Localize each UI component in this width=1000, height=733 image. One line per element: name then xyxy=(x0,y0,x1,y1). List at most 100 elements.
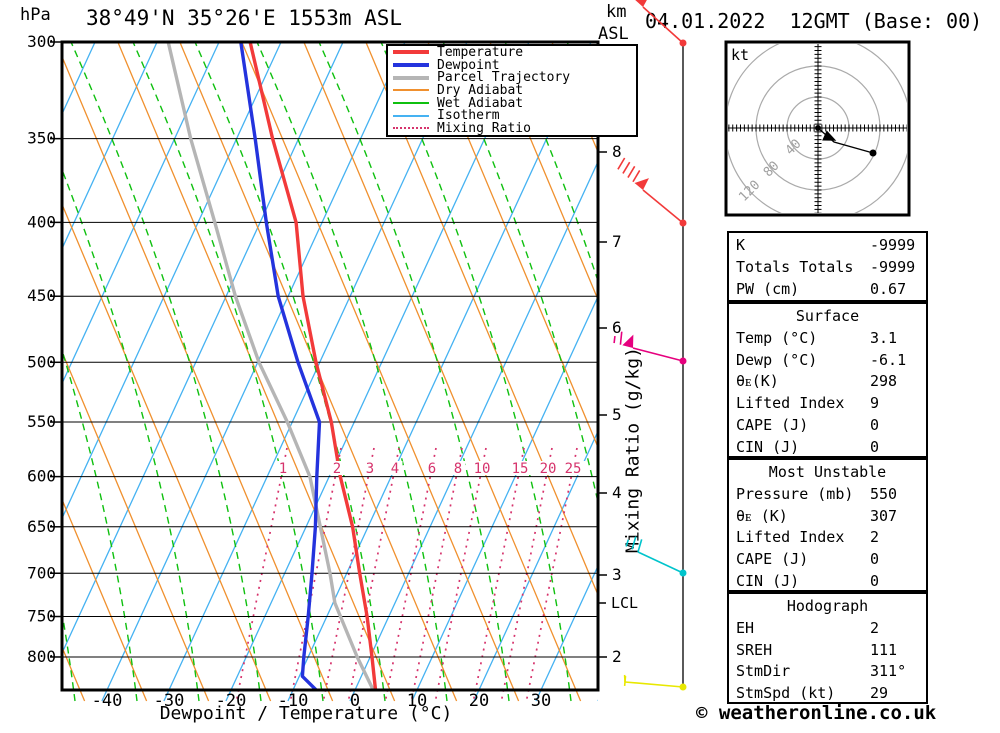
row-label: Totals Totals xyxy=(736,257,854,276)
km-tick-label: 7 xyxy=(612,232,622,251)
mixing-ratio-value-label: 2 xyxy=(333,461,341,477)
row-value: 311° xyxy=(870,662,907,681)
pressure-tick-label: 700 xyxy=(27,563,56,582)
mixing-ratio-line xyxy=(283,447,288,460)
row-label: θᴇ (K) xyxy=(736,506,788,525)
panel-row: Lifted Index 2 xyxy=(729,527,926,549)
run-datetime: 04.01.2022 12GMT (Base: 00) xyxy=(645,9,983,33)
km-tick-label: 3 xyxy=(612,565,622,584)
panel-title: Hodograph xyxy=(786,597,869,615)
legend-item-dry-adiabat: Dry Adiabat xyxy=(388,82,636,98)
mixing-ratio-line xyxy=(432,447,437,460)
mixing-ratio-line xyxy=(458,447,463,460)
row-value: 111 xyxy=(870,640,898,659)
km-tick-label: 8 xyxy=(612,142,622,161)
legend-label: Temperature xyxy=(437,44,524,60)
isotherm-line xyxy=(163,42,468,702)
plot-frame xyxy=(60,40,600,692)
row-value: 2 xyxy=(870,528,880,547)
mixing-ratio-line xyxy=(472,476,520,701)
mixing-ratio-line xyxy=(525,476,573,701)
mixing-ratio-line xyxy=(520,447,525,460)
row-label: PW (cm) xyxy=(736,279,800,298)
dry-adiabat-line xyxy=(427,42,598,449)
dry-adiabat-line xyxy=(365,42,598,597)
mixing-label-backing xyxy=(329,461,345,475)
wet-adiabat-line xyxy=(442,42,598,506)
dry-adiabat-line xyxy=(241,42,520,702)
parcel-trajectory-curve xyxy=(166,42,375,691)
panel-row: PW (cm) 0.67 xyxy=(729,279,926,301)
temperature-tick-label: -10 xyxy=(278,691,309,711)
legend-swatch xyxy=(393,127,429,130)
panel-row: SREH 111 xyxy=(729,640,926,662)
panel-row: EH 2 xyxy=(729,618,926,640)
legend-label: Dewpoint xyxy=(437,57,500,73)
mixing-ratio-line xyxy=(548,447,553,460)
panel-row: θᴇ (K) 307 xyxy=(729,506,926,528)
row-label: SREH xyxy=(736,640,773,659)
mixing-ratio-value-label: 10 xyxy=(474,461,491,477)
km-tick-label: 4 xyxy=(612,483,622,502)
panel-row: Lifted Index 9 xyxy=(729,393,926,415)
temperature-tick-label: 0 xyxy=(350,691,360,711)
dry-adiabat-line xyxy=(303,42,582,702)
temperature-tick-label: 20 xyxy=(469,691,489,711)
row-value: 307 xyxy=(870,506,898,525)
legend: Temperature Dewpoint Parcel Trajectory Dry … xyxy=(386,44,638,137)
mixing-label-backing xyxy=(424,461,440,475)
dry-adiabat-line xyxy=(62,202,272,702)
row-value: 0 xyxy=(870,415,880,434)
altitude-axis-unit-asl: ASL xyxy=(598,24,629,44)
mixing-ratio-value-label: 1 xyxy=(279,461,287,477)
x-axis-label: Dewpoint / Temperature (°C) xyxy=(159,703,453,724)
isotherm-line xyxy=(62,42,282,520)
row-label: StmSpd (kt) xyxy=(736,684,836,703)
pressure-tick-label: 600 xyxy=(27,467,56,486)
panel-row: StmSpd (kt) 29 xyxy=(729,683,926,705)
row-label: K xyxy=(736,236,746,254)
legend-item-mixing-ratio: Mixing Ratio xyxy=(388,120,636,136)
panel-row: Dewp (°C) -6.1 xyxy=(729,350,926,372)
legend-item-dewpoint: Dewpoint xyxy=(388,57,636,73)
isotherm-line xyxy=(62,42,158,251)
row-label: CAPE (J) xyxy=(736,415,809,434)
wet-adiabat-line xyxy=(62,347,138,702)
mixing-ratio-line xyxy=(384,476,432,701)
row-value: 298 xyxy=(870,372,898,391)
wet-adiabat-line xyxy=(194,42,386,702)
legend-label: Mixing Ratio xyxy=(437,120,531,136)
legend-swatch xyxy=(393,89,429,92)
pressure-tick-label: 650 xyxy=(27,517,56,536)
panel-row: CAPE (J) 0 xyxy=(729,415,926,437)
wet-adiabat-line xyxy=(380,42,572,702)
pressure-tick-label: 550 xyxy=(27,412,56,431)
panel-title: Surface xyxy=(795,307,860,325)
mixing-ratio-axis-label: Mixing Ratio (g/kg) xyxy=(622,347,644,553)
station-title: 38°49'N 35°26'E 1553m ASL xyxy=(86,6,403,30)
row-label: StmDir xyxy=(736,662,791,681)
temperature-tick-label: -20 xyxy=(216,691,247,711)
panel-row: CIN (J) 0 xyxy=(729,437,926,459)
dry-adiabat-line xyxy=(62,54,334,702)
row-value: -9999 xyxy=(870,236,916,254)
km-tick-label: 6 xyxy=(612,318,622,337)
mixing-ratio-line xyxy=(322,476,370,701)
isotherm-line xyxy=(349,160,598,702)
legend-label: Isotherm xyxy=(437,108,500,124)
mixing-ratio-value-label: 25 xyxy=(565,461,582,477)
legend-label: Dry Adiabat xyxy=(437,82,524,98)
panel-row: StmDir 311° xyxy=(729,661,926,683)
dry-adiabat-line xyxy=(489,42,598,302)
mixing-ratio-value-label: 20 xyxy=(540,461,557,477)
mixing-ratio-value-label: 15 xyxy=(512,461,529,477)
mixing-ratio-value-label: 8 xyxy=(454,461,462,477)
legend-label: Wet Adiabat xyxy=(437,95,524,111)
isotherm-line xyxy=(411,294,598,702)
wet-adiabat-line xyxy=(70,42,262,702)
isotherm-line xyxy=(101,42,406,702)
panel-hodograph-panel: Hodograph EH 2 SREH 111 StmDir 311° StmSpd (kt)… xyxy=(727,592,928,704)
altitude-axis-unit-km: km xyxy=(606,2,627,22)
